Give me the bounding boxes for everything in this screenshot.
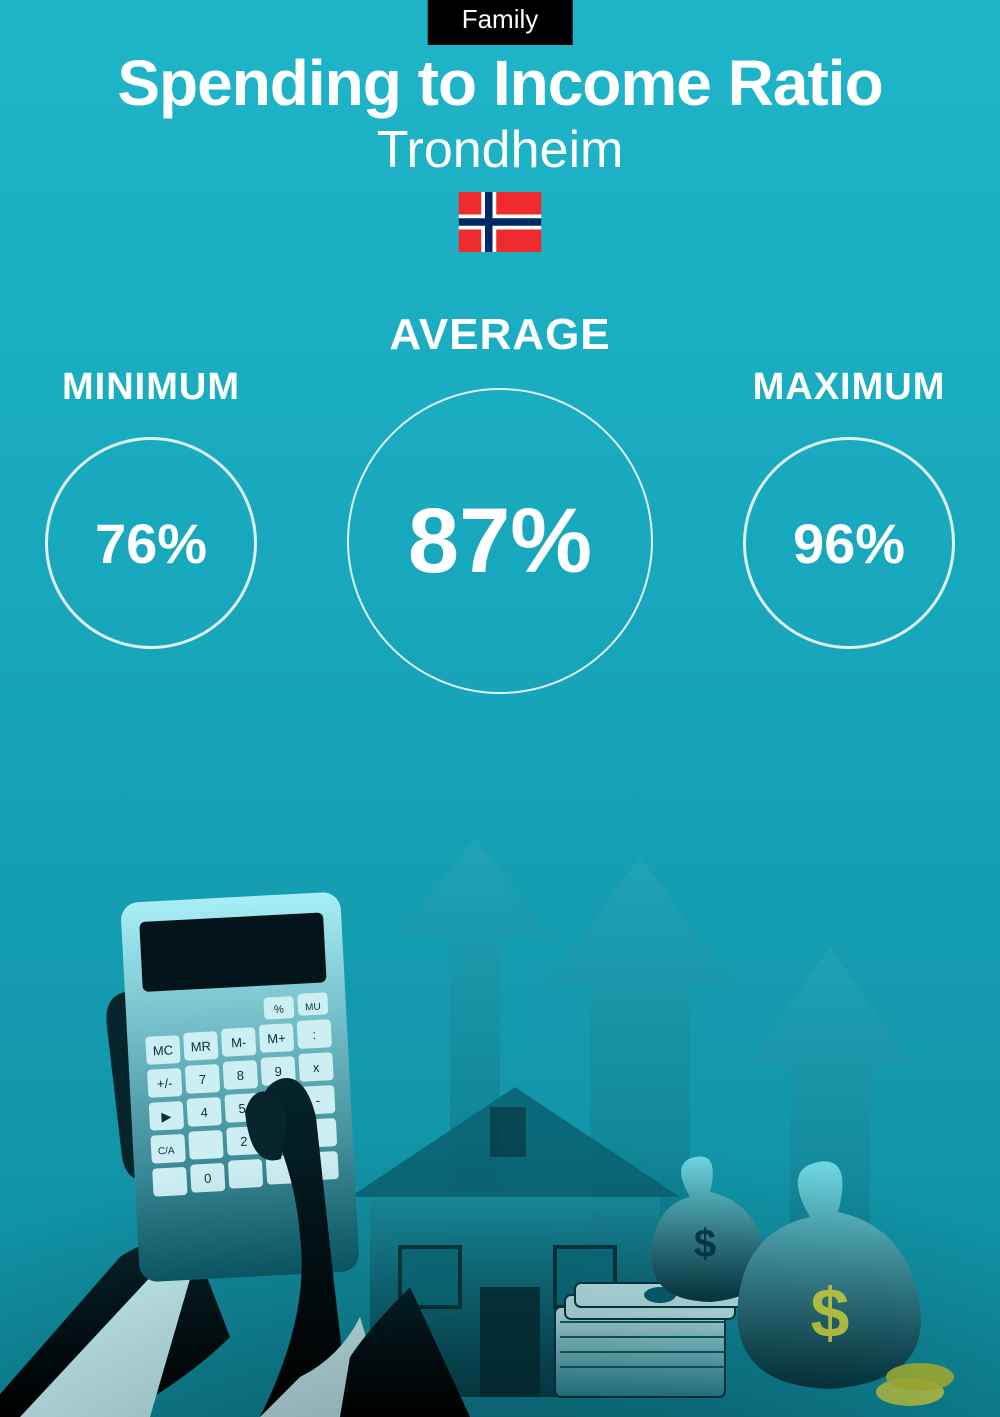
category-badge-label: Family	[462, 4, 539, 34]
svg-text:8: 8	[236, 1068, 244, 1083]
stat-minimum-label: MINIMUM	[62, 366, 240, 409]
stats-row: MINIMUM 76% AVERAGE 87% MAXIMUM 96%	[0, 310, 1000, 694]
page-title: Spending to Income Ratio	[0, 46, 1000, 120]
city-subtitle: Trondheim	[0, 120, 1000, 180]
svg-text:$: $	[811, 1274, 850, 1352]
stat-average-label: AVERAGE	[389, 310, 610, 360]
stat-maximum-value: 96%	[793, 511, 905, 576]
stat-maximum-label: MAXIMUM	[753, 366, 946, 409]
stat-average-circle: 87%	[347, 388, 653, 694]
svg-text:-: -	[315, 1093, 320, 1108]
svg-text:2: 2	[240, 1134, 248, 1149]
stat-maximum-circle: 96%	[743, 437, 955, 649]
svg-text:MC: MC	[152, 1042, 173, 1058]
svg-text:C/A: C/A	[158, 1146, 176, 1158]
stat-average-value: 87%	[408, 489, 592, 594]
svg-text:M+: M+	[267, 1031, 286, 1047]
norway-flag-icon	[452, 192, 548, 252]
svg-text:7: 7	[199, 1072, 207, 1087]
svg-text:▶: ▶	[161, 1109, 172, 1125]
finance-illustration: $ $ % MU MC MR M- M+ : +/-	[0, 817, 1000, 1417]
money-bag-large-icon: $	[737, 1161, 921, 1389]
svg-text:x: x	[312, 1060, 320, 1075]
svg-text:%: %	[274, 1004, 285, 1017]
stat-minimum-circle: 76%	[45, 437, 257, 649]
svg-text:MR: MR	[190, 1038, 211, 1054]
svg-text:$: $	[694, 1222, 716, 1266]
stat-minimum-value: 76%	[95, 511, 207, 576]
category-badge: Family	[428, 0, 573, 45]
svg-text:M-: M-	[231, 1035, 247, 1051]
stat-average: AVERAGE 87%	[347, 310, 653, 694]
svg-text:9: 9	[274, 1064, 282, 1079]
svg-text:5: 5	[238, 1101, 246, 1116]
svg-text:4: 4	[200, 1105, 208, 1120]
svg-text:+/-: +/-	[157, 1076, 173, 1092]
stat-minimum: MINIMUM 76%	[45, 310, 257, 649]
stat-maximum: MAXIMUM 96%	[743, 310, 955, 649]
svg-text:0: 0	[204, 1171, 212, 1186]
svg-text:MU: MU	[305, 1002, 321, 1014]
